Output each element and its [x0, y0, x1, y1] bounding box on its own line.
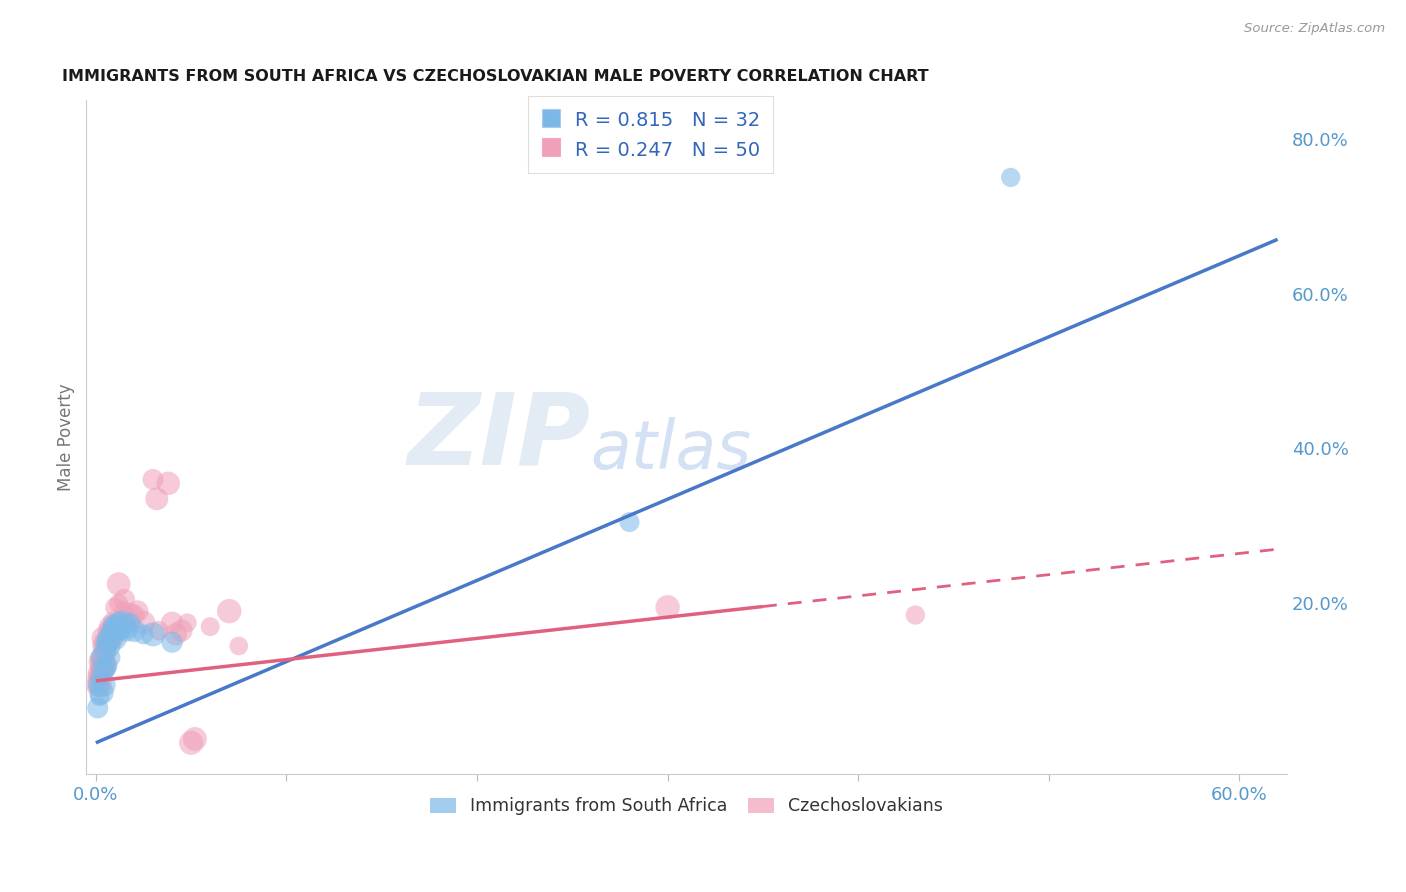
Point — [111, 615, 134, 630]
Point — [100, 632, 122, 646]
Point — [132, 627, 155, 641]
Point — [90, 639, 112, 653]
Point — [93, 632, 115, 646]
Text: atlas: atlas — [591, 417, 752, 483]
Point — [148, 624, 170, 638]
Point — [104, 600, 127, 615]
Point — [96, 658, 118, 673]
Point — [115, 624, 138, 638]
Point — [89, 662, 111, 676]
Point — [165, 627, 187, 641]
Point — [110, 624, 132, 638]
Point — [98, 627, 121, 641]
Point — [94, 647, 117, 661]
Point — [198, 619, 221, 633]
Point — [96, 635, 118, 649]
Point — [89, 670, 111, 684]
Point — [100, 650, 122, 665]
Point — [176, 615, 198, 630]
Text: IMMIGRANTS FROM SOUTH AFRICA VS CZECHOSLOVAKIAN MALE POVERTY CORRELATION CHART: IMMIGRANTS FROM SOUTH AFRICA VS CZECHOSL… — [62, 69, 929, 84]
Point — [146, 491, 169, 506]
Text: Source: ZipAtlas.com: Source: ZipAtlas.com — [1244, 22, 1385, 36]
Point — [90, 658, 112, 673]
Point — [87, 666, 110, 681]
Point — [90, 650, 112, 665]
Point — [93, 662, 115, 676]
Point — [112, 604, 135, 618]
Point — [120, 607, 142, 622]
Point — [170, 624, 193, 638]
Point — [180, 736, 202, 750]
Point — [218, 604, 240, 618]
Point — [94, 643, 117, 657]
Point — [160, 615, 183, 630]
Point — [94, 658, 117, 673]
Point — [904, 607, 927, 622]
Point — [104, 615, 127, 630]
Point — [105, 619, 128, 633]
Point — [98, 639, 121, 653]
Point — [101, 624, 124, 638]
Point — [619, 515, 641, 529]
Point — [89, 678, 111, 692]
Point — [107, 577, 129, 591]
Point — [89, 670, 111, 684]
Point — [96, 632, 118, 646]
Point — [87, 678, 110, 692]
Y-axis label: Male Poverty: Male Poverty — [58, 383, 75, 491]
Point — [94, 662, 117, 676]
Point — [104, 619, 127, 633]
Point — [98, 632, 121, 646]
Point — [100, 627, 122, 641]
Point — [228, 639, 250, 653]
Point — [112, 619, 135, 633]
Point — [93, 678, 115, 692]
Point — [122, 607, 145, 622]
Point — [142, 627, 165, 641]
Point — [96, 624, 118, 638]
Point — [94, 635, 117, 649]
Point — [157, 476, 180, 491]
Point — [122, 624, 145, 638]
Point — [100, 619, 122, 633]
Point — [107, 596, 129, 610]
Point — [107, 615, 129, 630]
Point — [1000, 170, 1022, 185]
Point — [93, 655, 115, 669]
Point — [90, 685, 112, 699]
Point — [89, 655, 111, 669]
Point — [93, 662, 115, 676]
Point — [657, 600, 679, 615]
Point — [87, 701, 110, 715]
Point — [104, 624, 127, 638]
Point — [184, 731, 207, 746]
Point — [142, 473, 165, 487]
Point — [89, 690, 111, 704]
Point — [120, 615, 142, 630]
Point — [90, 650, 112, 665]
Point — [104, 632, 127, 646]
Point — [132, 615, 155, 630]
Point — [112, 592, 135, 607]
Point — [87, 678, 110, 692]
Point — [90, 666, 112, 681]
Point — [87, 670, 110, 684]
Text: ZIP: ZIP — [408, 388, 591, 485]
Point — [160, 635, 183, 649]
Legend: Immigrants from South Africa, Czechoslovakians: Immigrants from South Africa, Czechoslov… — [423, 790, 950, 822]
Point — [127, 604, 149, 618]
Point — [101, 632, 124, 646]
Point — [93, 647, 115, 661]
